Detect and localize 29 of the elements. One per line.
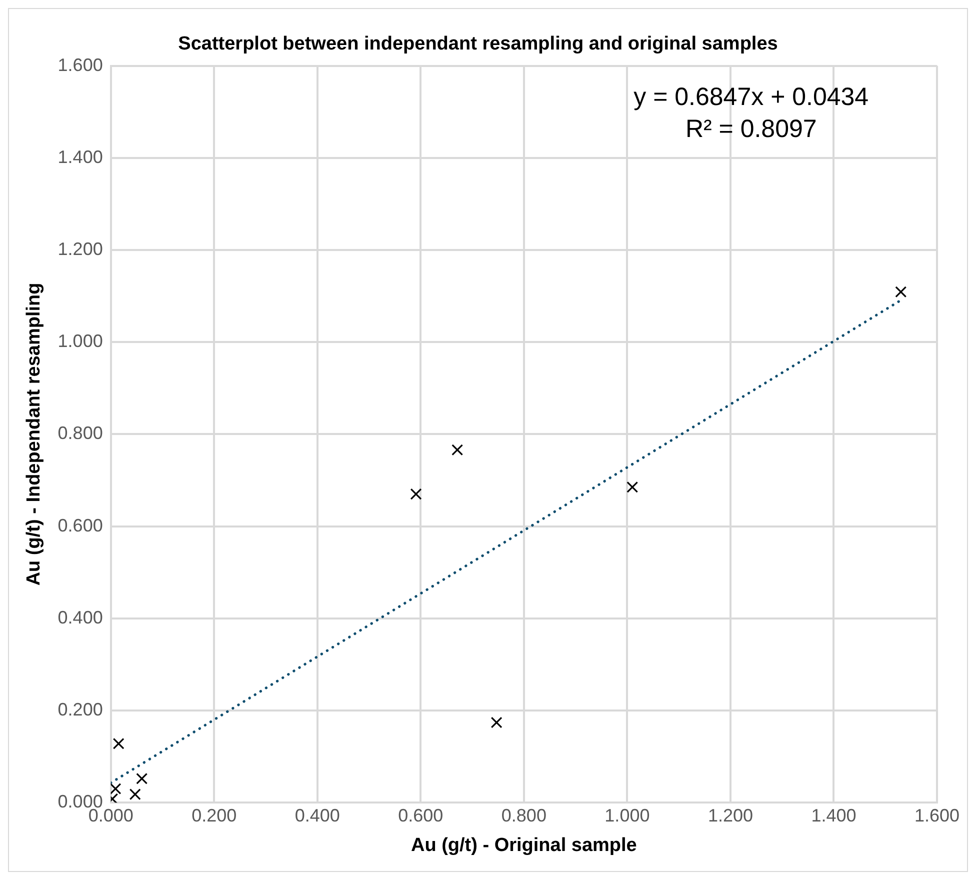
point [895, 286, 907, 298]
annotation: R² = 0.8097 [685, 115, 817, 144]
y-tick-label: 0.200 [58, 699, 103, 720]
y-tick-label: 1.000 [58, 331, 103, 352]
point [136, 772, 148, 784]
point [129, 788, 141, 800]
x-axis-title: Au (g/t) - Original sample [410, 834, 637, 856]
point [490, 716, 502, 728]
point [626, 481, 638, 493]
x-tick-label: 1.200 [708, 805, 753, 826]
x-tick-label: 0.600 [398, 805, 444, 826]
annotation: y = 0.6847x + 0.0434 [634, 83, 869, 112]
point [452, 444, 464, 456]
y-tick-label: 0.600 [58, 515, 103, 536]
x-tick-label: 1.600 [914, 805, 960, 826]
y-tick-label: 1.200 [58, 238, 103, 259]
chart-title: Scatterplot between independant resampling and original samples [178, 34, 778, 55]
point [410, 488, 422, 500]
point [112, 738, 124, 750]
y-tick-label: 1.400 [58, 146, 103, 167]
x-tick-label: 0.800 [501, 805, 546, 826]
y-tick-label: 0.400 [58, 607, 103, 628]
x-tick-label: 0.200 [192, 805, 237, 826]
y-tick-label: 1.600 [58, 54, 103, 75]
y-tick-label: 0.800 [58, 423, 103, 444]
x-tick-label: 1.000 [604, 805, 650, 826]
x-tick-label: 0.400 [294, 805, 340, 826]
x-tick-label: 1.400 [811, 805, 856, 826]
y-axis-title: Au (g/t) - Independant resampling [24, 282, 45, 586]
